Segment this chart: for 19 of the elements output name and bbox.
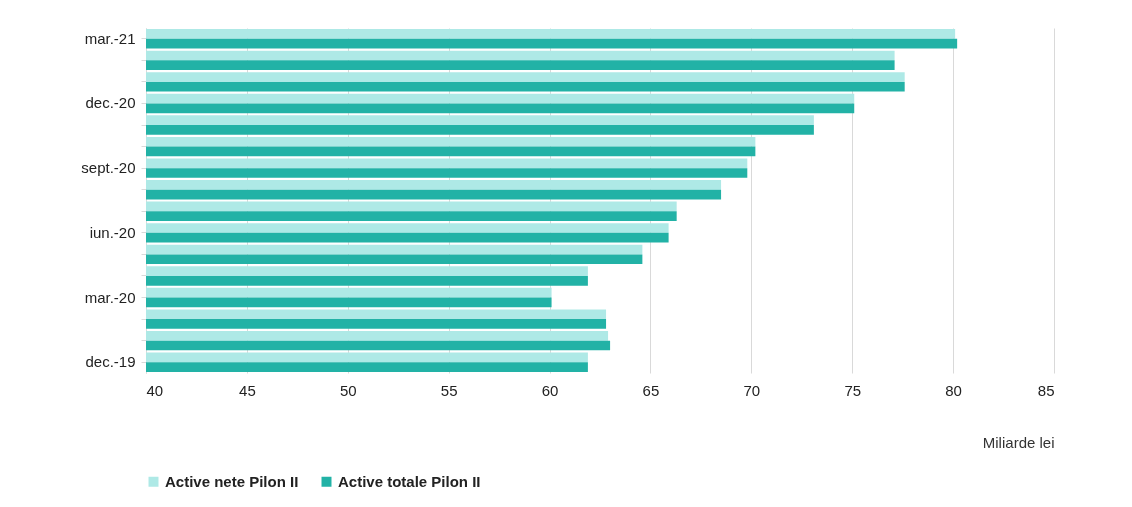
y-tick-label: sept.-20 (81, 159, 136, 177)
x-tick-label: 45 (239, 381, 256, 399)
x-tick-label: 80 (945, 381, 962, 399)
x-tick-label: 50 (339, 381, 357, 399)
x-tick-label: 85 (1037, 381, 1055, 399)
y-tick-label: mar.-21 (84, 29, 136, 47)
legend-label: Active nete Pilon II (165, 472, 299, 490)
x-tick-label: 60 (541, 381, 559, 399)
y-tick-label: mar.-20 (84, 288, 136, 306)
x-axis-title: Miliarde lei (982, 433, 1055, 451)
y-tick-label: dec.-19 (85, 353, 136, 371)
y-tick-label: dec.-20 (85, 94, 136, 112)
legend-label: Active totale Pilon II (338, 472, 481, 490)
y-tick-label: iun.-20 (89, 223, 136, 241)
x-tick-label: 55 (440, 381, 458, 399)
x-tick-label: 65 (642, 381, 660, 399)
x-tick-label: 75 (844, 381, 862, 399)
x-tick-label: 70 (743, 381, 761, 399)
x-tick-label: 40 (146, 381, 164, 399)
